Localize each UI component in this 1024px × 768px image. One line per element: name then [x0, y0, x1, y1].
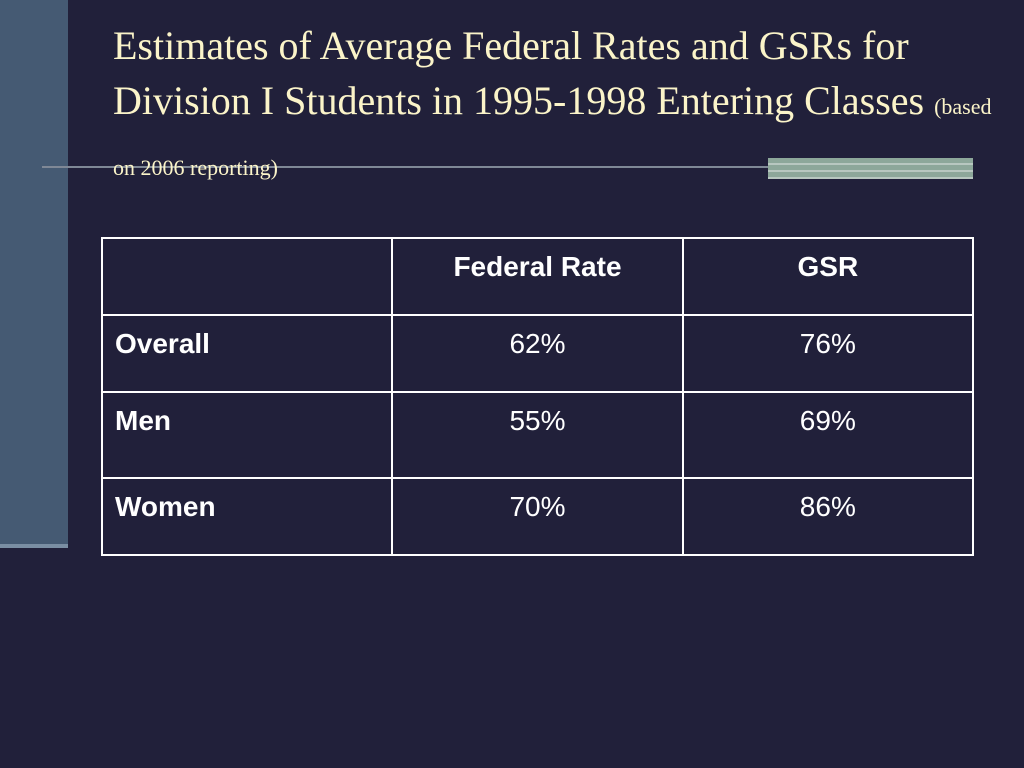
table-row: Men 55% 69% [100, 391, 975, 479]
row-label-women: Women [100, 477, 394, 556]
slide-title: Estimates of Average Federal Rates and G… [113, 18, 993, 195]
cell-overall-federal-rate: 62% [391, 314, 684, 393]
rates-table-container: Federal Rate GSR Overall 62% 76% Men 55%… [100, 237, 975, 556]
cell-women-gsr: 86% [681, 477, 975, 556]
title-accent-bar [768, 158, 973, 179]
table-header-federal-rate: Federal Rate [391, 237, 684, 316]
cell-overall-gsr: 76% [681, 314, 975, 393]
slide-subtitle: (based on 2006 reporting) [113, 94, 992, 180]
rates-table: Federal Rate GSR Overall 62% 76% Men 55%… [100, 237, 975, 556]
row-label-overall: Overall [100, 314, 394, 393]
table-header-gsr: GSR [681, 237, 975, 316]
left-decorative-bar [0, 0, 68, 544]
table-header-row: Federal Rate GSR [100, 237, 975, 316]
table-row: Women 70% 86% [100, 477, 975, 556]
row-label-men: Men [100, 391, 394, 479]
cell-men-gsr: 69% [681, 391, 975, 479]
table-row: Overall 62% 76% [100, 314, 975, 393]
cell-men-federal-rate: 55% [391, 391, 684, 479]
table-header-empty [100, 237, 394, 316]
slide-title-text: Estimates of Average Federal Rates and G… [113, 23, 925, 123]
left-bar-underline [0, 544, 68, 548]
title-divider-line [42, 166, 972, 168]
cell-women-federal-rate: 70% [391, 477, 684, 556]
